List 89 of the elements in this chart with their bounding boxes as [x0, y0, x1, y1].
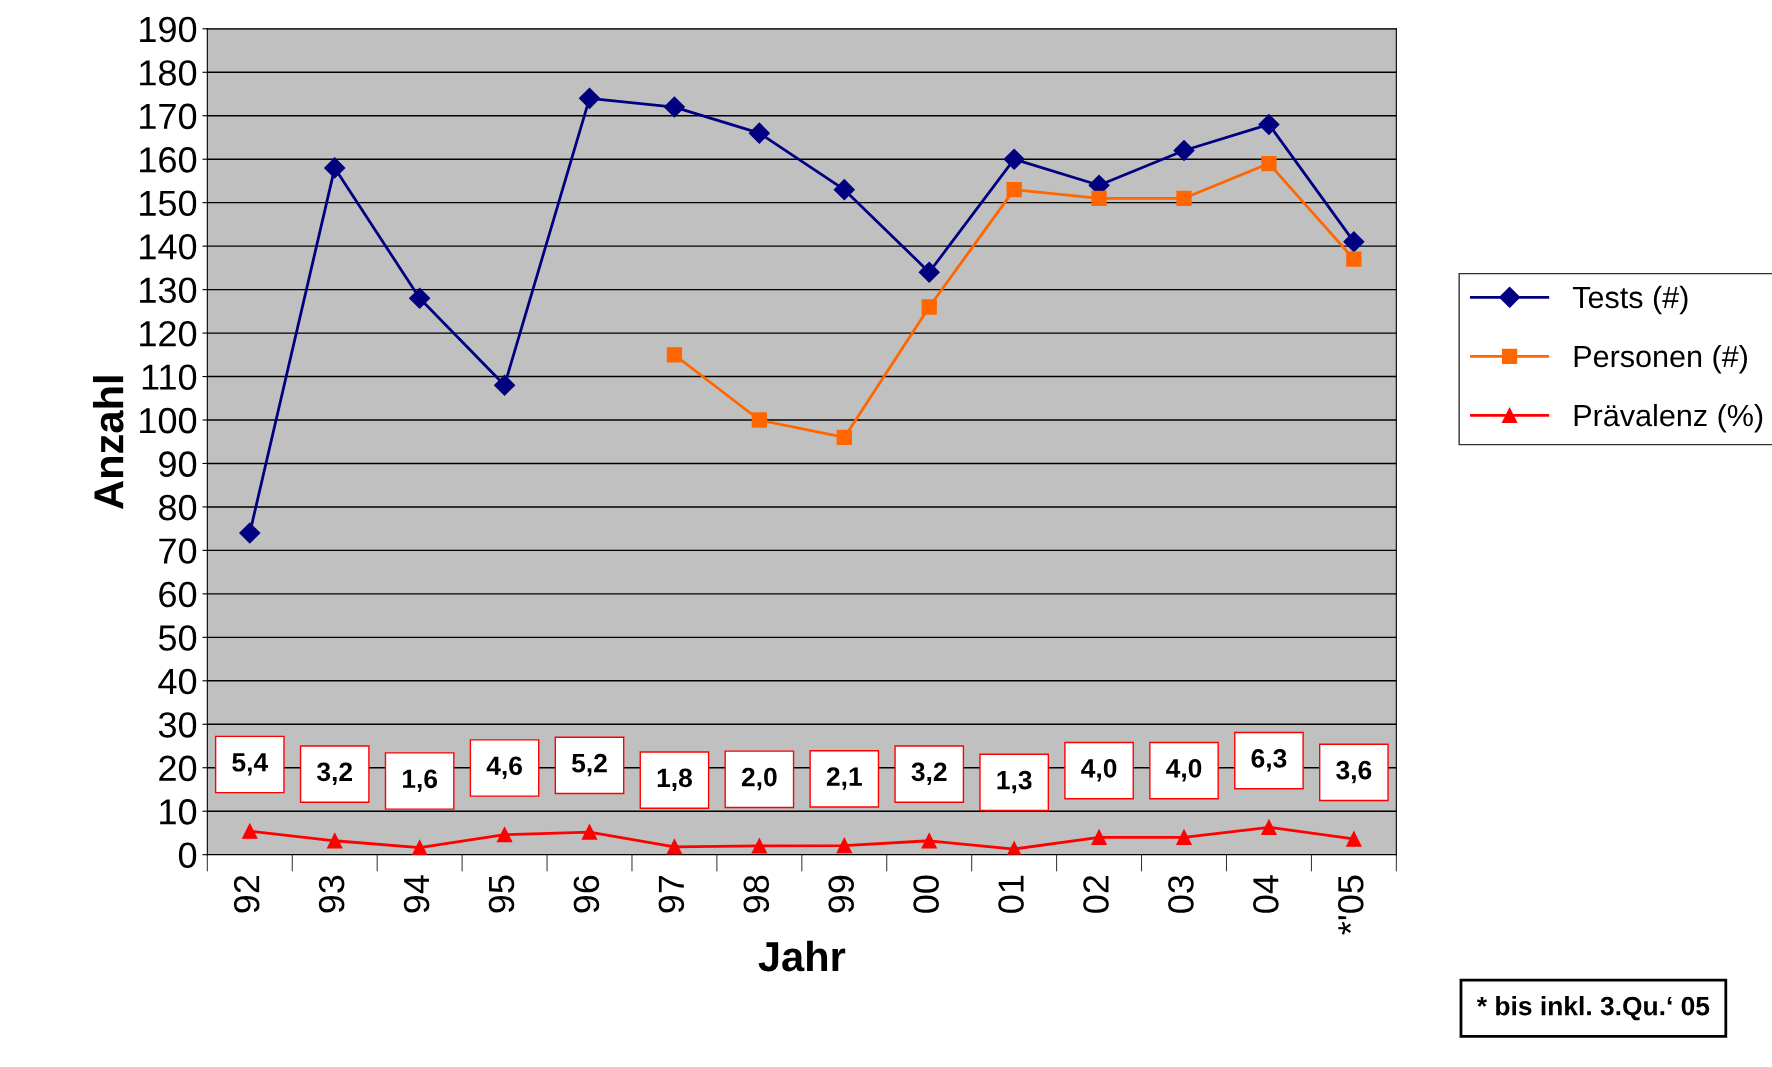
x-axis-title: Jahr: [758, 940, 846, 972]
data-label: 2,1: [826, 767, 862, 790]
y-tick-label: 140: [140, 234, 197, 260]
point: [581, 824, 598, 840]
point: [1261, 819, 1277, 835]
y-tick-label: 160: [140, 147, 197, 173]
point: [239, 522, 261, 544]
point: [496, 827, 513, 843]
point: [1346, 251, 1362, 267]
y-axis-title: Anzahl: [92, 376, 124, 509]
y-tick-label: 30: [158, 712, 197, 738]
data-label: 1,3: [997, 770, 1032, 794]
y-tick-label: 70: [159, 538, 197, 564]
x-tick-label: 99: [828, 875, 854, 913]
data-label: 5,4: [232, 753, 268, 776]
x-tick-label: 96: [573, 875, 600, 913]
point: [242, 823, 258, 839]
data-label: 4,0: [1081, 759, 1117, 782]
data-label: 1,6: [402, 769, 438, 792]
y-tick-label: 90: [159, 451, 197, 477]
x-tick-label: 00: [913, 875, 939, 913]
x-tick-label: 01: [998, 875, 1024, 913]
legend-label: Tests (#): [1572, 285, 1688, 315]
point: [918, 261, 940, 283]
data-label: 3,2: [911, 762, 947, 785]
point: [327, 833, 343, 849]
point: [663, 96, 685, 118]
y-tick-label: 150: [140, 190, 197, 217]
x-tick-label: *'05: [1337, 875, 1364, 935]
point: [1006, 181, 1022, 198]
y-tick-label: 180: [140, 60, 197, 86]
point: [1346, 831, 1362, 847]
x-tick-label: 92: [233, 875, 260, 913]
y-tick-label: 0: [178, 842, 197, 869]
x-tick-label: 97: [658, 875, 685, 913]
point: [921, 833, 937, 849]
point: [921, 299, 937, 315]
point: [666, 347, 683, 363]
point: [1003, 148, 1025, 170]
x-tick-label: 95: [488, 875, 515, 913]
legend-label: Prävalenz (%): [1574, 403, 1763, 433]
point: [1173, 139, 1195, 162]
point: [578, 87, 601, 109]
x-tick-label: 04: [1253, 875, 1279, 913]
y-tick-label: 130: [140, 277, 197, 304]
point: [1258, 113, 1280, 135]
x-tick-label: 94: [403, 875, 430, 913]
x-tick-label: 98: [743, 875, 770, 913]
y-tick-label: 20: [159, 755, 197, 782]
point: [1176, 829, 1192, 845]
x-tick-label: 02: [1083, 875, 1109, 913]
data-label: 6,3: [1251, 749, 1287, 772]
y-tick-label: 80: [159, 494, 197, 521]
y-tick-label: 40: [158, 668, 197, 695]
data-label: 1,8: [657, 768, 692, 792]
x-tick-label: 93: [318, 875, 345, 913]
point: [836, 429, 852, 446]
y-tick-label: 120: [140, 320, 197, 347]
x-tick-label: 03: [1168, 875, 1194, 913]
y-tick-label: 170: [140, 103, 197, 130]
point: [666, 839, 683, 855]
y-tick-label: 110: [142, 364, 197, 390]
y-tick-label: 10: [160, 799, 197, 825]
y-tick-label: 60: [159, 581, 197, 608]
point: [751, 412, 768, 428]
point: [1343, 231, 1365, 253]
data-label: 4,0: [1166, 759, 1202, 782]
data-label: 4,6: [486, 756, 522, 779]
data-label: 2,0: [741, 767, 777, 791]
point: [324, 157, 346, 179]
point: [1091, 829, 1107, 845]
point: [412, 840, 428, 855]
point: [751, 838, 768, 854]
data-label: 3,2: [316, 762, 352, 785]
data-label: 3,6: [1336, 760, 1372, 784]
point: [1176, 190, 1192, 206]
point: [833, 179, 855, 201]
point: [1261, 155, 1277, 172]
point: [1091, 190, 1107, 206]
point: [494, 374, 516, 396]
y-tick-label: 50: [158, 625, 197, 651]
y-tick-label: 190: [140, 16, 197, 43]
legend-label: Personen (#): [1574, 344, 1747, 374]
point: [836, 837, 852, 854]
text: * bis inkl. 3.Qu.‘ 05: [1476, 996, 1710, 1021]
point: [748, 122, 770, 144]
point: [409, 287, 431, 309]
data-label: 5,2: [571, 753, 607, 777]
y-tick-label: 100: [140, 407, 197, 434]
